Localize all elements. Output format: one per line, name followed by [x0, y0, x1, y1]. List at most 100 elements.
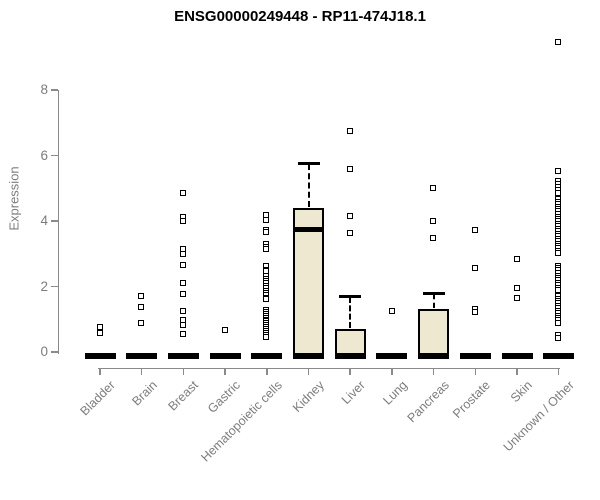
zero-bar: [418, 352, 450, 359]
outlier-point: [555, 334, 562, 341]
y-tick-label: 4: [40, 213, 48, 228]
outlier-point: [430, 184, 437, 191]
x-axis-tick: [349, 368, 351, 375]
zero-bar: [334, 352, 366, 359]
outlier-point: [555, 250, 562, 257]
outlier-point: [513, 294, 520, 301]
x-axis-tick: [266, 368, 268, 375]
y-tick-label: 6: [40, 147, 48, 163]
y-axis-tick: [51, 89, 58, 91]
outlier-point: [555, 168, 562, 175]
box: [418, 309, 450, 355]
outlier-point: [180, 307, 186, 314]
chart-title: ENSG00000249448 - RP11-474J18.1: [174, 8, 426, 25]
x-tick-label: Skin: [507, 378, 535, 406]
zero-bar: [84, 352, 116, 359]
outlier-point: [346, 128, 353, 135]
whisker-cap: [339, 294, 362, 298]
outlier-point: [96, 324, 103, 331]
x-axis-tick: [557, 368, 560, 375]
outlier-point: [263, 228, 270, 235]
whisker-cap: [422, 291, 445, 295]
x-tick-label: Lung: [380, 378, 410, 408]
outlier-point: [430, 234, 437, 241]
outlier-point: [221, 327, 228, 334]
x-tick-label: Hematopoietic cells: [198, 378, 285, 465]
x-axis-tick: [182, 368, 185, 375]
outlier-point: [263, 296, 270, 303]
whisker: [349, 297, 352, 329]
zero-bar: [459, 352, 491, 359]
outlier-point: [180, 261, 186, 268]
outlier-point: [180, 189, 186, 196]
outlier-point: [555, 287, 562, 294]
outlier-point: [96, 329, 103, 336]
outlier-point: [263, 246, 270, 253]
whisker: [307, 164, 310, 207]
median-line: [293, 227, 324, 233]
x-tick-label: Liver: [339, 378, 369, 408]
outlier-point: [180, 217, 186, 224]
zero-bar: [126, 352, 158, 359]
outlier-point: [555, 190, 562, 197]
zero-bar: [501, 352, 533, 359]
outlier-point: [471, 227, 478, 234]
outlier-point: [346, 165, 353, 172]
y-axis-tick: [51, 285, 58, 288]
zero-bar: [376, 352, 408, 359]
x-axis: [98, 367, 560, 369]
outlier-point: [388, 307, 395, 314]
x-tick-label: Gastric: [205, 378, 243, 416]
x-tick-label: Bladder: [77, 378, 118, 419]
x-axis-tick: [99, 368, 101, 375]
zero-bar: [251, 352, 283, 359]
outlier-point: [180, 330, 186, 337]
zero-bar: [209, 352, 241, 359]
outlier-point: [180, 291, 186, 298]
outlier-point: [180, 279, 186, 286]
x-axis-tick: [391, 368, 393, 375]
x-axis-tick: [516, 368, 518, 375]
x-tick-label: Prostate: [450, 378, 494, 421]
x-tick-label: Kidney: [289, 378, 327, 415]
zero-bar: [293, 352, 324, 359]
y-tick-label: 8: [40, 82, 48, 97]
y-axis-tick: [51, 154, 58, 157]
outlier-point: [471, 308, 478, 315]
outlier-point: [346, 230, 353, 237]
outlier-point: [430, 218, 437, 225]
whisker: [432, 294, 435, 309]
outlier-point: [138, 304, 145, 311]
x-tick-label: Breast: [165, 378, 202, 414]
outlier-point: [346, 213, 353, 220]
zero-bar: [167, 352, 199, 359]
outlier-point: [138, 319, 145, 326]
outlier-point: [513, 284, 520, 291]
zero-bar: [543, 352, 575, 359]
outlier-point: [471, 265, 478, 272]
y-tick-label: 2: [40, 278, 48, 294]
outlier-point: [180, 321, 186, 328]
y-axis: [57, 90, 59, 354]
x-tick-label: Pancreas: [404, 378, 452, 426]
x-axis-tick: [140, 368, 143, 375]
x-tick-label: Brain: [129, 378, 160, 409]
y-tick-label: 0: [40, 344, 48, 359]
y-axis-tick: [51, 220, 58, 222]
x-axis-tick: [224, 368, 226, 375]
x-axis-tick: [474, 368, 477, 375]
whisker-cap: [297, 161, 320, 165]
outlier-point: [513, 256, 520, 263]
outlier-point: [263, 216, 270, 223]
x-axis-tick: [307, 368, 310, 375]
x-axis-tick: [432, 368, 435, 375]
outlier-point: [263, 334, 270, 341]
outlier-point: [555, 319, 562, 326]
outlier-point: [180, 251, 186, 257]
outlier-point: [555, 39, 562, 46]
y-axis-tick: [51, 351, 58, 353]
box: [293, 207, 324, 355]
